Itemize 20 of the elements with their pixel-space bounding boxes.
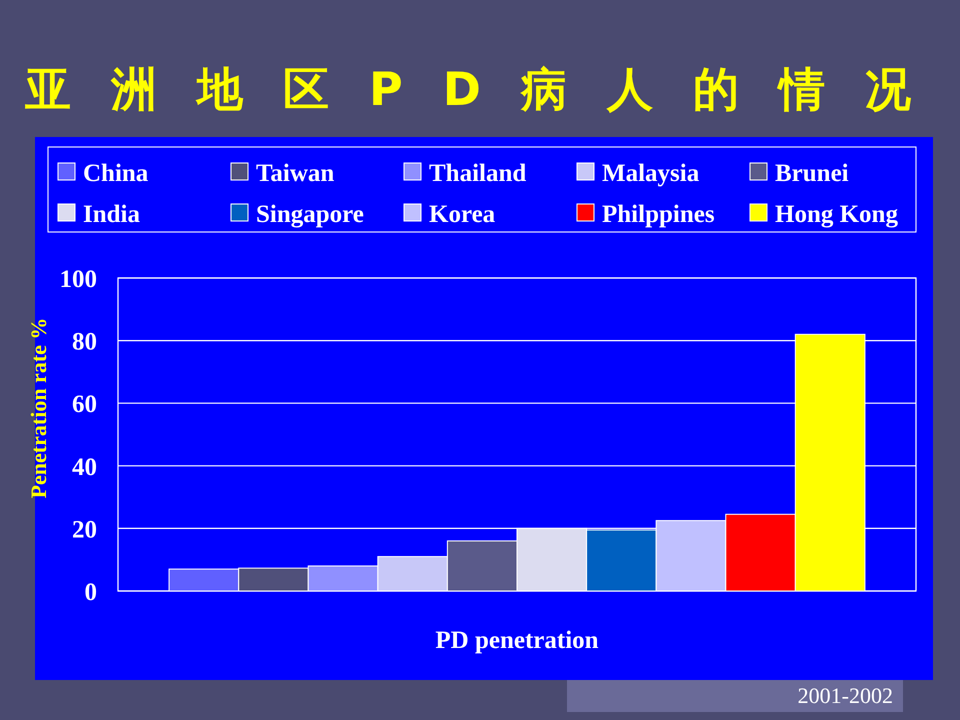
y-axis-title: Penetration rate % [26,318,51,498]
legend-label: Thailand [429,160,526,187]
legend-label: Philppines [602,201,715,228]
y-tick-label: 40 [72,454,97,481]
legend-label: China [83,160,149,187]
y-tick-label: 100 [60,266,97,293]
legend-label: Brunei [775,160,849,187]
chart-title: 亚洲地区PD病人的情况 [24,62,951,116]
y-tick-label: 0 [84,579,97,606]
legend-label: India [83,201,140,228]
x-tick-label: PD penetration [435,627,599,654]
legend-label: Hong Kong [775,201,898,228]
legend-label: Taiwan [256,160,334,187]
legend-label: Singapore [256,201,364,228]
text: 2001-2002 [798,683,893,708]
y-tick-label: 20 [72,516,97,544]
legend-label: Malaysia [602,160,700,187]
y-tick-label: 80 [72,328,97,356]
y-tick-label: 60 [72,391,97,418]
legend-label: Korea [429,201,496,228]
